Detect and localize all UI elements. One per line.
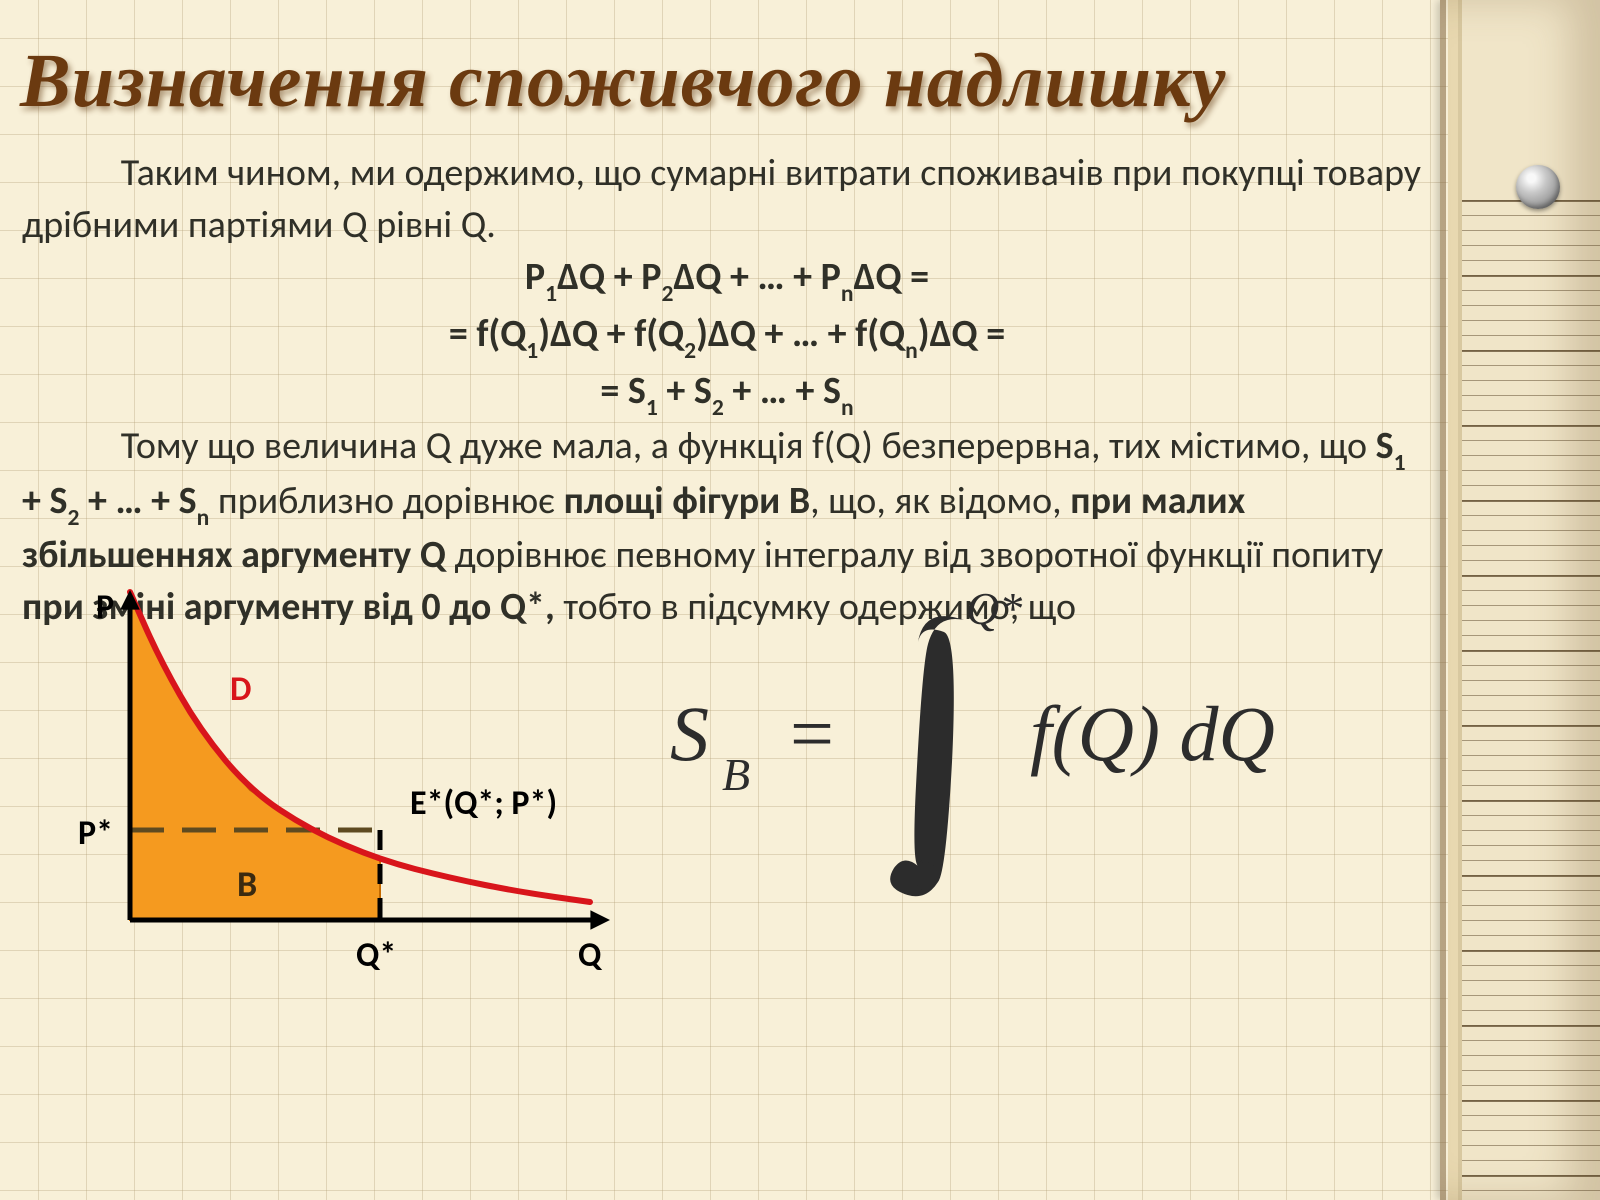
slide-content: Визначення споживчого надлишку Таким чин…: [0, 0, 1440, 1200]
para2-mid2: , що, як відомо,: [810, 478, 1070, 524]
svg-text:Q: Q: [578, 935, 603, 976]
paragraph-1: Таким чином, ми одержимо, що сумарні вит…: [22, 148, 1432, 251]
svg-text:Q*: Q*: [356, 935, 396, 976]
slide-ruler-decoration: [1440, 0, 1600, 1200]
svg-text:B: B: [722, 749, 750, 800]
para2-bold2: площі фігури B: [564, 478, 811, 524]
para2-lead: Тому що величина Q дуже мала, а функція …: [121, 423, 1376, 469]
svg-text:f(Q) dQ: f(Q) dQ: [1030, 690, 1275, 777]
equation-line-3: = S1 + S2 + … + Sn: [22, 365, 1432, 422]
svg-text:D: D: [230, 669, 251, 710]
integral-formula: SB = Q* 0 f(Q) dQ: [660, 560, 1440, 900]
svg-text:0: 0: [914, 849, 937, 900]
page-title: Визначення споживчого надлишку: [20, 38, 1440, 125]
svg-text:B: B: [237, 862, 257, 906]
demand-curve-chart: P Q P* Q* D E*(Q*; P*) B: [50, 580, 670, 1000]
svg-text:P: P: [96, 587, 114, 628]
svg-text:E*(Q*; P*): E*(Q*; P*): [410, 783, 557, 824]
para1-text: Таким чином, ми одержимо, що сумарні вит…: [22, 150, 1421, 248]
para2-mid1: приблизно дорівнює: [209, 478, 563, 524]
equation-line-1: P1ΔQ + P2ΔQ + … + PnΔQ =: [22, 251, 1432, 308]
svg-text:S: S: [670, 690, 709, 777]
ruler-knob: [1516, 165, 1560, 209]
equation-line-2: = f(Q1)ΔQ + f(Q2)ΔQ + … + f(Qn)ΔQ =: [22, 308, 1432, 365]
svg-text:Q*: Q*: [966, 583, 1022, 634]
svg-text:P*: P*: [78, 813, 113, 854]
svg-text:=: =: [790, 690, 834, 777]
